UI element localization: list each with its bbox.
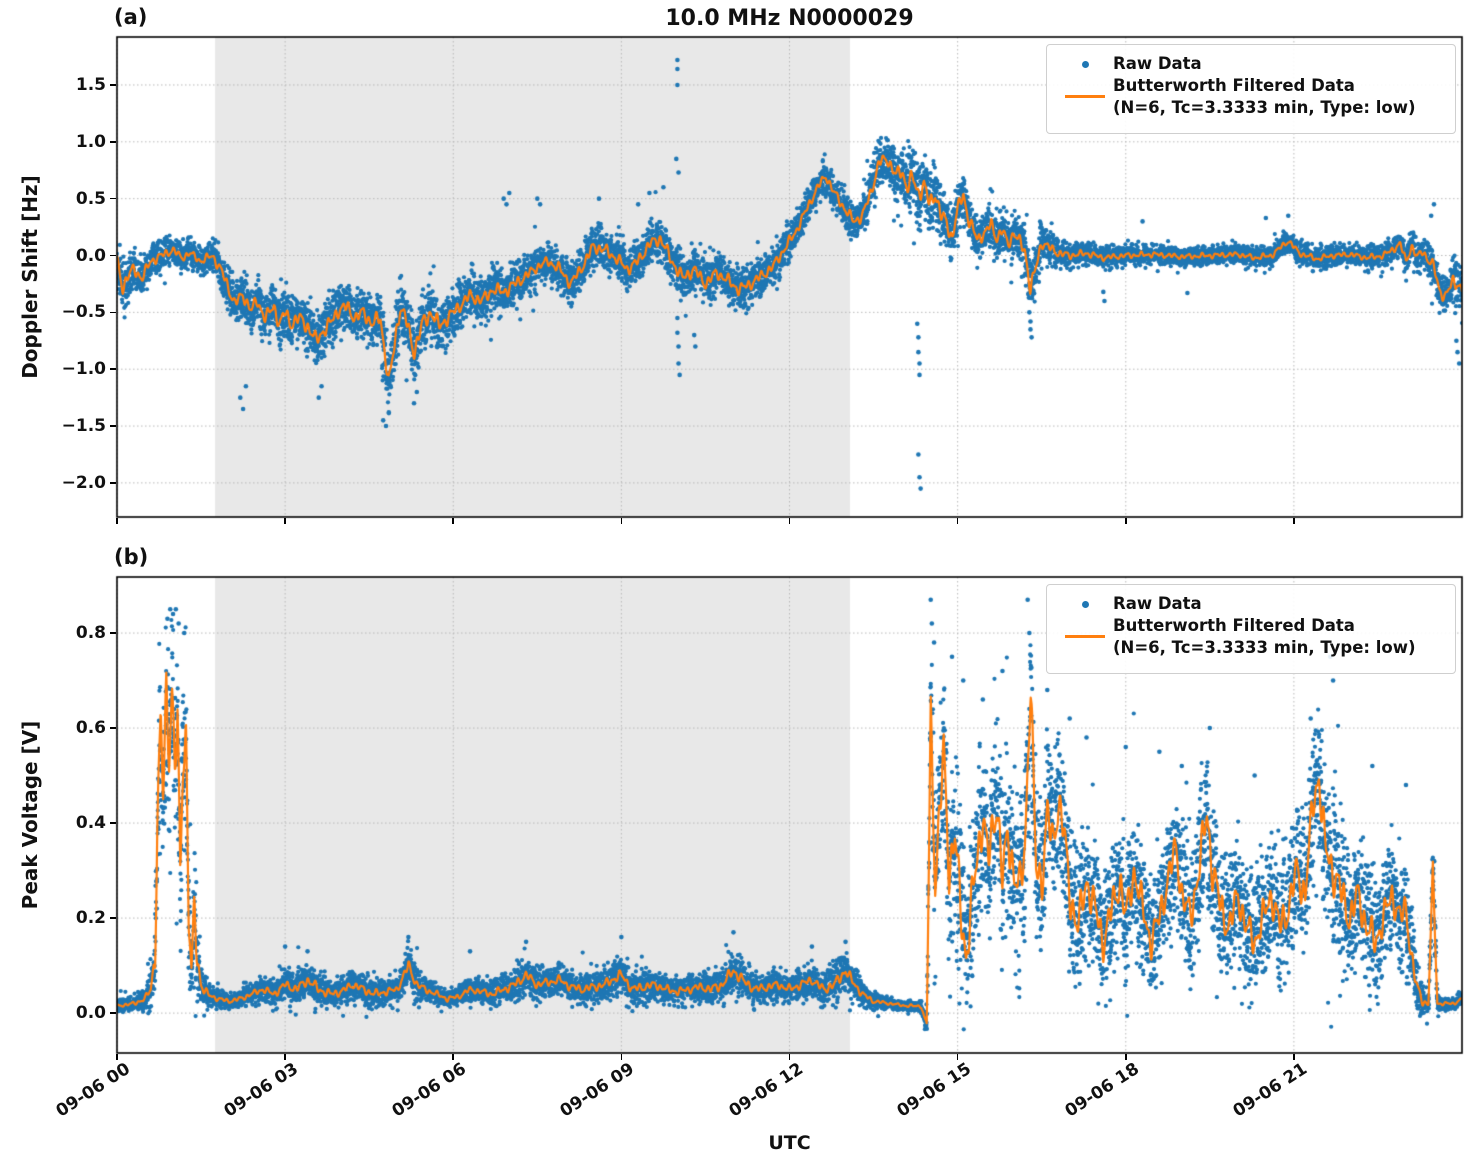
y-tick-mark	[110, 632, 116, 634]
y-tick-label: 0.4	[75, 813, 106, 834]
legend-raw-label: Raw Data	[1113, 594, 1202, 613]
legend-row-raw: Raw Data	[1057, 593, 1445, 615]
x-tick-mark	[1124, 518, 1127, 524]
legend-filtered-label: Butterworth Filtered Data	[1113, 76, 1355, 95]
y-tick-mark	[110, 141, 116, 143]
x-tick-mark	[452, 518, 455, 524]
x-tick-mark	[116, 518, 118, 524]
legend-filtered-sublabel: (N=6, Tc=3.3333 min, Type: low)	[1113, 98, 1416, 117]
x-tick-mark	[788, 518, 791, 524]
legend-panel-b: Raw Data Butterworth Filtered Data (N=6,…	[1046, 584, 1456, 674]
y-tick-label: 1.0	[75, 131, 106, 152]
legend-raw-label: Raw Data	[1113, 54, 1202, 73]
y-tick-mark	[110, 425, 116, 427]
y-tick-label: 0.8	[75, 623, 106, 644]
y-tick-label: −2.0	[61, 472, 106, 493]
figure-title: 10.0 MHz N0000029	[665, 6, 914, 31]
filtered-line-icon	[1057, 615, 1113, 639]
legend-panel-a: Raw Data Butterworth Filtered Data (N=6,…	[1046, 44, 1456, 134]
raw-data-marker-icon	[1057, 53, 1113, 68]
x-tick-mark	[1293, 518, 1295, 524]
x-tick-mark	[1124, 1054, 1127, 1060]
x-tick-mark	[284, 518, 286, 524]
legend-filtered-sublabel: (N=6, Tc=3.3333 min, Type: low)	[1113, 638, 1416, 657]
x-axis-label: UTC	[768, 1132, 811, 1154]
y-tick-mark	[110, 727, 116, 729]
y-tick-mark	[110, 917, 116, 919]
y-tick-mark	[110, 84, 116, 86]
y-tick-label: −0.5	[61, 302, 106, 323]
y-tick-mark	[110, 311, 116, 314]
x-tick-mark	[284, 1054, 286, 1060]
y-tick-label: −1.5	[61, 416, 106, 437]
y-tick-mark	[110, 482, 116, 484]
y-tick-mark	[110, 368, 116, 370]
y-tick-label: −1.0	[61, 359, 106, 380]
y-tick-label: 1.5	[75, 74, 106, 95]
x-tick-mark	[1293, 1054, 1295, 1060]
y-tick-label: 0.0	[75, 1003, 106, 1024]
y-tick-mark	[110, 822, 116, 824]
y-tick-label: 0.6	[75, 718, 106, 739]
legend-row-filtered: Butterworth Filtered Data (N=6, Tc=3.333…	[1057, 75, 1445, 119]
y-tick-label: 0.2	[75, 908, 106, 929]
x-tick-mark	[788, 1054, 791, 1060]
x-tick-mark	[620, 518, 623, 524]
legend-row-filtered: Butterworth Filtered Data (N=6, Tc=3.333…	[1057, 615, 1445, 659]
y-tick-mark	[110, 197, 116, 200]
x-tick-mark	[620, 1054, 623, 1060]
legend-row-raw: Raw Data	[1057, 53, 1445, 75]
legend-filtered-label: Butterworth Filtered Data	[1113, 616, 1355, 635]
x-tick-mark	[116, 1054, 118, 1060]
y-tick-label: 0.0	[75, 245, 106, 266]
panel-b-tag: (b)	[114, 545, 149, 569]
x-tick-mark	[956, 518, 959, 524]
x-tick-mark	[956, 1054, 959, 1060]
filtered-line-icon	[1057, 75, 1113, 99]
panel-a-tag: (a)	[114, 5, 148, 29]
y-tick-mark	[110, 1012, 116, 1014]
x-tick-mark	[452, 1054, 455, 1060]
raw-data-marker-icon	[1057, 593, 1113, 608]
y-tick-label: 0.5	[75, 188, 106, 209]
y-tick-mark	[110, 254, 116, 257]
